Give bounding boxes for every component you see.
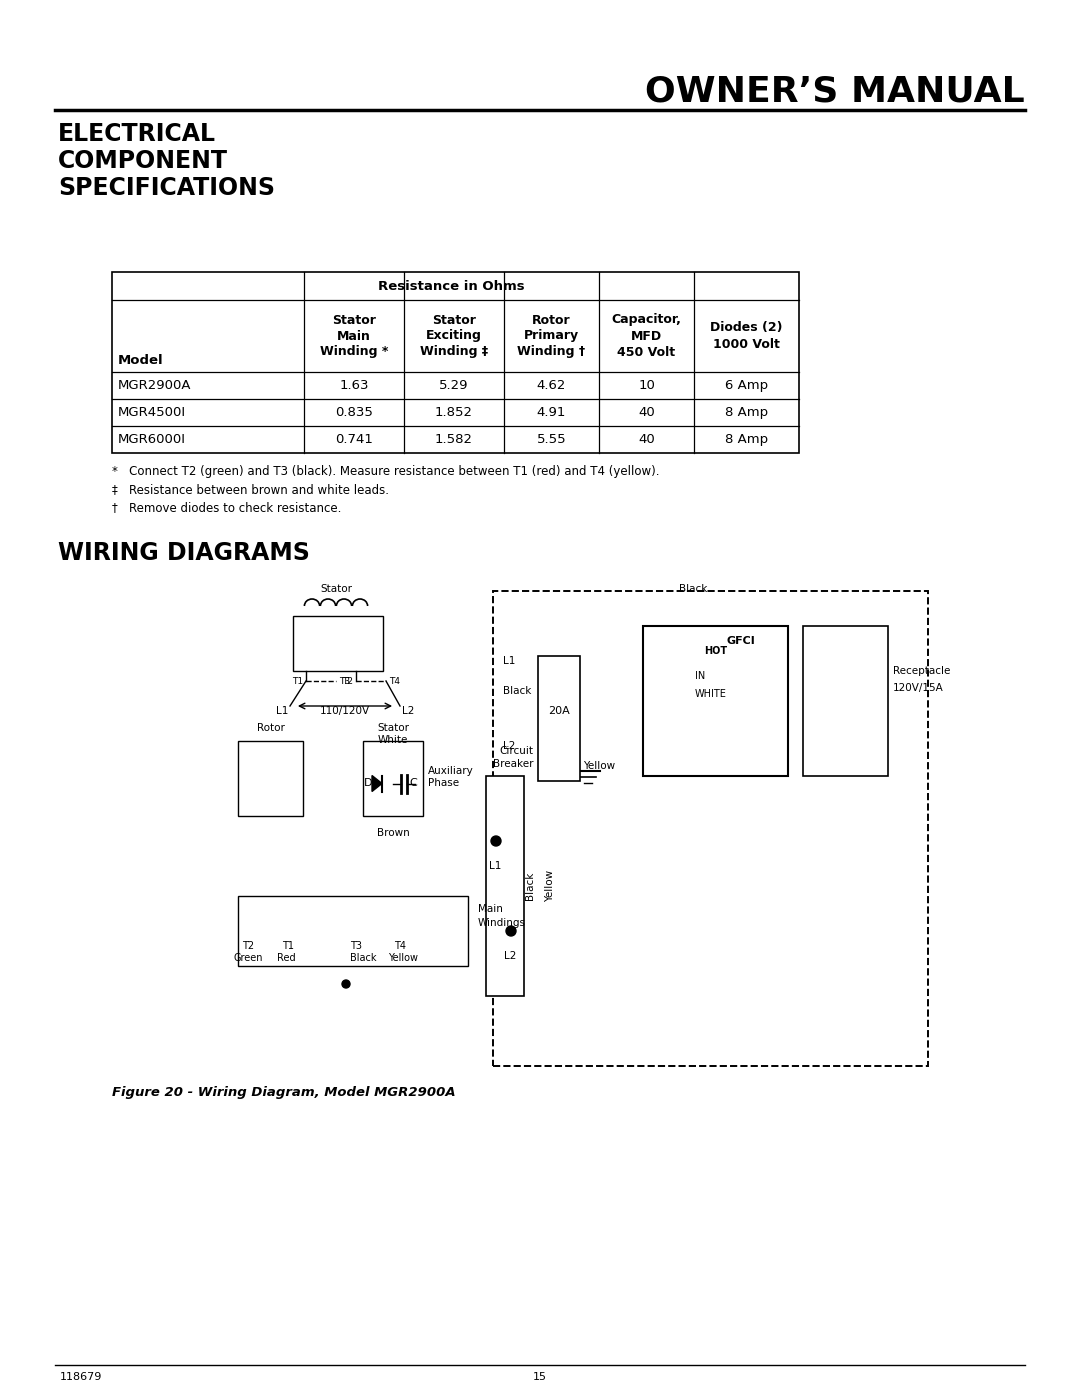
Text: MGR4500I: MGR4500I xyxy=(118,407,186,419)
Text: L1: L1 xyxy=(275,705,288,717)
Text: Black: Black xyxy=(679,584,707,594)
Text: Yellow: Yellow xyxy=(545,870,555,902)
Text: Rotor: Rotor xyxy=(257,724,284,733)
Text: 4.91: 4.91 xyxy=(537,407,566,419)
Text: Brown: Brown xyxy=(377,828,409,838)
Circle shape xyxy=(507,926,516,936)
Text: 5.55: 5.55 xyxy=(537,433,566,446)
Text: MGR2900A: MGR2900A xyxy=(118,379,191,393)
Text: L2: L2 xyxy=(402,705,415,717)
Text: 6 Amp: 6 Amp xyxy=(725,379,768,393)
Text: Circuit: Circuit xyxy=(499,746,534,756)
Text: 10: 10 xyxy=(638,379,654,393)
Text: T1: T1 xyxy=(282,942,294,951)
Bar xyxy=(363,740,423,816)
Text: 4.62: 4.62 xyxy=(537,379,566,393)
Text: T4: T4 xyxy=(394,942,406,951)
Bar xyxy=(293,616,383,671)
Bar xyxy=(238,895,468,965)
Text: *   Connect T2 (green) and T3 (black). Measure resistance between T1 (red) and T: * Connect T2 (green) and T3 (black). Mea… xyxy=(112,465,660,478)
Bar xyxy=(804,626,888,775)
Text: 1.852: 1.852 xyxy=(435,407,473,419)
Text: ELECTRICAL
COMPONENT
SPECIFICATIONS: ELECTRICAL COMPONENT SPECIFICATIONS xyxy=(58,122,275,200)
Polygon shape xyxy=(372,775,382,792)
Text: 118679: 118679 xyxy=(60,1372,103,1382)
Text: MGR6000I: MGR6000I xyxy=(118,433,186,446)
Text: Model: Model xyxy=(118,353,164,367)
Text: D: D xyxy=(364,778,373,788)
Text: 120V/15A: 120V/15A xyxy=(893,683,944,693)
Text: Black: Black xyxy=(525,872,535,900)
Text: L2: L2 xyxy=(504,951,516,961)
Text: Yellow: Yellow xyxy=(388,953,418,963)
Text: T3: T3 xyxy=(339,676,350,686)
Bar xyxy=(492,591,928,1066)
Text: T3: T3 xyxy=(350,942,362,951)
Text: †   Remove diodes to check resistance.: † Remove diodes to check resistance. xyxy=(112,502,341,514)
Text: Figure 20 - Wiring Diagram, Model MGR2900A: Figure 20 - Wiring Diagram, Model MGR290… xyxy=(112,1085,456,1099)
Bar xyxy=(486,775,524,996)
Text: 15: 15 xyxy=(534,1372,546,1382)
Text: Yellow: Yellow xyxy=(583,761,616,771)
Text: T4: T4 xyxy=(389,676,400,686)
Text: C: C xyxy=(409,778,417,788)
Text: Black: Black xyxy=(350,953,376,963)
Text: GFCI: GFCI xyxy=(726,636,755,645)
Circle shape xyxy=(342,981,350,988)
Text: Receptacle: Receptacle xyxy=(893,666,950,676)
Text: 40: 40 xyxy=(638,433,654,446)
Text: Phase: Phase xyxy=(428,778,459,788)
Text: Green: Green xyxy=(233,953,262,963)
Text: Stator
Exciting
Winding ‡: Stator Exciting Winding ‡ xyxy=(420,313,488,359)
Text: WHITE: WHITE xyxy=(694,689,727,698)
Text: White: White xyxy=(378,735,408,745)
Text: OWNER’S MANUAL: OWNER’S MANUAL xyxy=(646,75,1025,109)
Text: 0.741: 0.741 xyxy=(335,433,373,446)
Text: Auxiliary: Auxiliary xyxy=(428,766,474,775)
Text: HOT: HOT xyxy=(704,645,727,657)
Text: ‡   Resistance between brown and white leads.: ‡ Resistance between brown and white lea… xyxy=(112,483,389,496)
Text: Stator: Stator xyxy=(377,724,409,733)
Text: 8 Amp: 8 Amp xyxy=(725,407,768,419)
Bar xyxy=(238,740,303,816)
Text: L1: L1 xyxy=(503,657,515,666)
Text: 110/120V: 110/120V xyxy=(320,705,370,717)
Bar xyxy=(643,626,788,775)
Text: Red: Red xyxy=(276,953,295,963)
Text: Resistance in Ohms: Resistance in Ohms xyxy=(378,279,525,292)
Text: 1.63: 1.63 xyxy=(339,379,368,393)
Text: 20A: 20A xyxy=(549,705,570,717)
Text: Diodes (2)
1000 Volt: Diodes (2) 1000 Volt xyxy=(711,321,783,351)
Text: 40: 40 xyxy=(638,407,654,419)
Text: T1: T1 xyxy=(292,676,303,686)
Text: 0.835: 0.835 xyxy=(335,407,373,419)
Text: T2: T2 xyxy=(242,942,254,951)
Bar xyxy=(112,272,799,453)
Text: 1.582: 1.582 xyxy=(435,433,473,446)
Text: Breaker: Breaker xyxy=(492,759,534,768)
Text: Rotor
Primary
Winding †: Rotor Primary Winding † xyxy=(517,313,585,359)
Circle shape xyxy=(491,835,501,847)
Text: 5.29: 5.29 xyxy=(440,379,469,393)
Text: L1: L1 xyxy=(489,861,501,870)
Text: Capacitor,
MFD
450 Volt: Capacitor, MFD 450 Volt xyxy=(611,313,681,359)
Text: T2: T2 xyxy=(342,676,353,686)
Text: WIRING DIAGRAMS: WIRING DIAGRAMS xyxy=(58,541,310,564)
Text: Main: Main xyxy=(478,904,503,914)
Text: Windings: Windings xyxy=(478,918,526,928)
Text: Black: Black xyxy=(503,686,531,696)
Text: Stator: Stator xyxy=(320,584,352,594)
Bar xyxy=(538,657,580,781)
Text: Stator
Main
Winding *: Stator Main Winding * xyxy=(320,313,388,359)
Text: 8 Amp: 8 Amp xyxy=(725,433,768,446)
Text: IN: IN xyxy=(696,671,705,680)
Text: L2: L2 xyxy=(503,740,515,752)
